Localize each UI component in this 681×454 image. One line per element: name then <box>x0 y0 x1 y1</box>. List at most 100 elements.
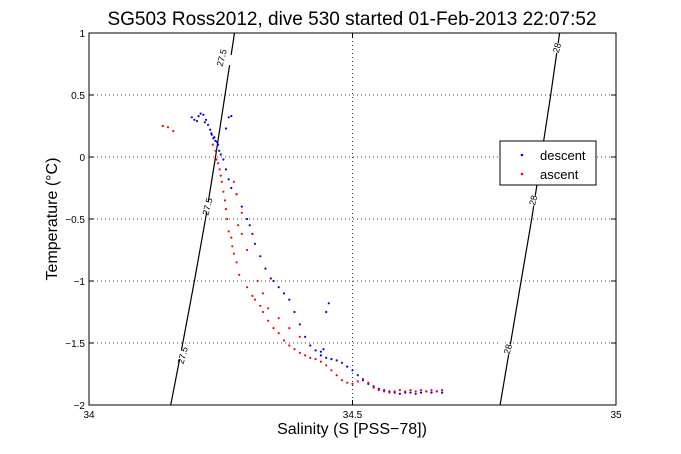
ascent-point <box>172 129 175 133</box>
descent-point <box>193 118 196 121</box>
ascent-point <box>393 390 396 393</box>
ascent-point <box>220 180 223 183</box>
y-axis-label: Temperature (°C) <box>44 158 61 281</box>
descent-point <box>210 132 213 135</box>
ascent-point <box>298 351 301 354</box>
descent-point <box>288 298 291 301</box>
isopycnal-contours: 27.5 27.5 27.5 28 28 28 <box>170 32 568 406</box>
ascent-point <box>166 126 170 129</box>
legend-marker-descent <box>520 153 524 157</box>
ascent-point <box>377 389 380 392</box>
ascent-point <box>346 381 349 384</box>
ascent-point <box>246 248 249 252</box>
ascent-point <box>246 286 249 289</box>
isopycnal-label: 28 <box>527 194 539 206</box>
ascent-point <box>409 389 412 392</box>
descent-point <box>309 344 312 347</box>
descent-point <box>356 374 359 377</box>
descent-point <box>335 359 338 362</box>
ascent-point <box>261 292 264 295</box>
descent-point <box>219 153 222 156</box>
ascent-point <box>232 180 235 183</box>
descent-point <box>419 391 423 394</box>
ascent-point <box>398 389 401 392</box>
descent-point <box>195 119 199 123</box>
ascent-point <box>235 261 238 264</box>
descent-point <box>251 232 254 235</box>
y-tick-label: 1 <box>79 29 85 40</box>
ascent-point <box>351 382 354 385</box>
ascent-point <box>224 208 228 211</box>
descent-point <box>224 168 228 171</box>
ascent-point <box>298 335 301 338</box>
legend-label-ascent: ascent <box>540 167 579 182</box>
isopycnal-label: 27.5 <box>200 197 214 217</box>
descent-point <box>224 127 228 130</box>
plot-background <box>89 33 616 405</box>
ascent-point <box>267 319 270 322</box>
ascent-point <box>293 348 296 351</box>
ascent-point <box>288 327 291 330</box>
y-tick-label: −1.5 <box>65 339 85 350</box>
descent-point <box>398 392 401 395</box>
ascent-point <box>277 317 280 320</box>
descent-point <box>325 356 328 359</box>
ascent-point <box>231 245 234 248</box>
ascent-point <box>259 304 262 307</box>
descent-point <box>259 255 262 258</box>
descent-point <box>351 369 354 372</box>
descent-point <box>203 121 206 124</box>
ascent-point <box>388 391 391 394</box>
descent-point <box>199 112 202 115</box>
x-tick-label: 34 <box>83 410 95 421</box>
ascent-point <box>340 379 344 382</box>
y-tick-label: 0.5 <box>71 91 85 102</box>
y-tick-label: −2 <box>74 401 86 412</box>
legend-box <box>499 140 597 186</box>
descent-point <box>327 302 330 305</box>
legend-label-descent: descent <box>540 148 586 163</box>
x-axis-label: Salinity (S [PSS−78]) <box>277 421 427 438</box>
descent-point <box>330 358 333 361</box>
descent-point <box>272 279 275 283</box>
descent-point <box>227 178 230 181</box>
descent-point <box>202 113 205 116</box>
ascent-point <box>217 162 220 165</box>
ascent-point <box>267 307 270 310</box>
descent-point <box>218 149 221 152</box>
ascent-point <box>211 143 214 146</box>
ascent-point <box>240 232 243 235</box>
ascent-point <box>335 374 338 377</box>
ascent-point <box>304 354 307 357</box>
isopycnal-label-background <box>522 192 545 208</box>
ascent-point <box>441 389 444 392</box>
ascent-point <box>277 332 280 335</box>
isopycnal-label-background <box>196 199 219 215</box>
ascent-point <box>414 390 417 393</box>
descent-point <box>253 242 257 245</box>
descent-point <box>430 391 433 394</box>
ascent-point <box>214 149 217 152</box>
descent-point <box>269 277 272 280</box>
ascent-point <box>272 327 275 330</box>
descent-point <box>246 217 249 221</box>
isopycnal-label: 27.5 <box>176 346 190 366</box>
descent-point <box>216 141 219 144</box>
ascent-point <box>383 390 386 393</box>
legend: descent ascent <box>499 140 597 186</box>
plot-area: 27.5 27.5 27.5 28 28 28 <box>88 32 617 406</box>
legend-marker-ascent <box>520 172 524 176</box>
descent-point <box>409 391 412 394</box>
ascent-point <box>319 360 322 363</box>
descent-point <box>282 292 286 295</box>
descent-point <box>230 115 233 118</box>
ascent-point <box>240 211 243 214</box>
plot-frame <box>88 32 617 406</box>
y-tick-label: −1 <box>74 277 86 288</box>
ascent-point <box>430 389 433 392</box>
descent-point <box>304 335 307 338</box>
descent-point <box>222 158 225 161</box>
ascent-point <box>356 380 359 383</box>
ascent-point <box>253 298 257 301</box>
ascent-point <box>256 279 259 283</box>
